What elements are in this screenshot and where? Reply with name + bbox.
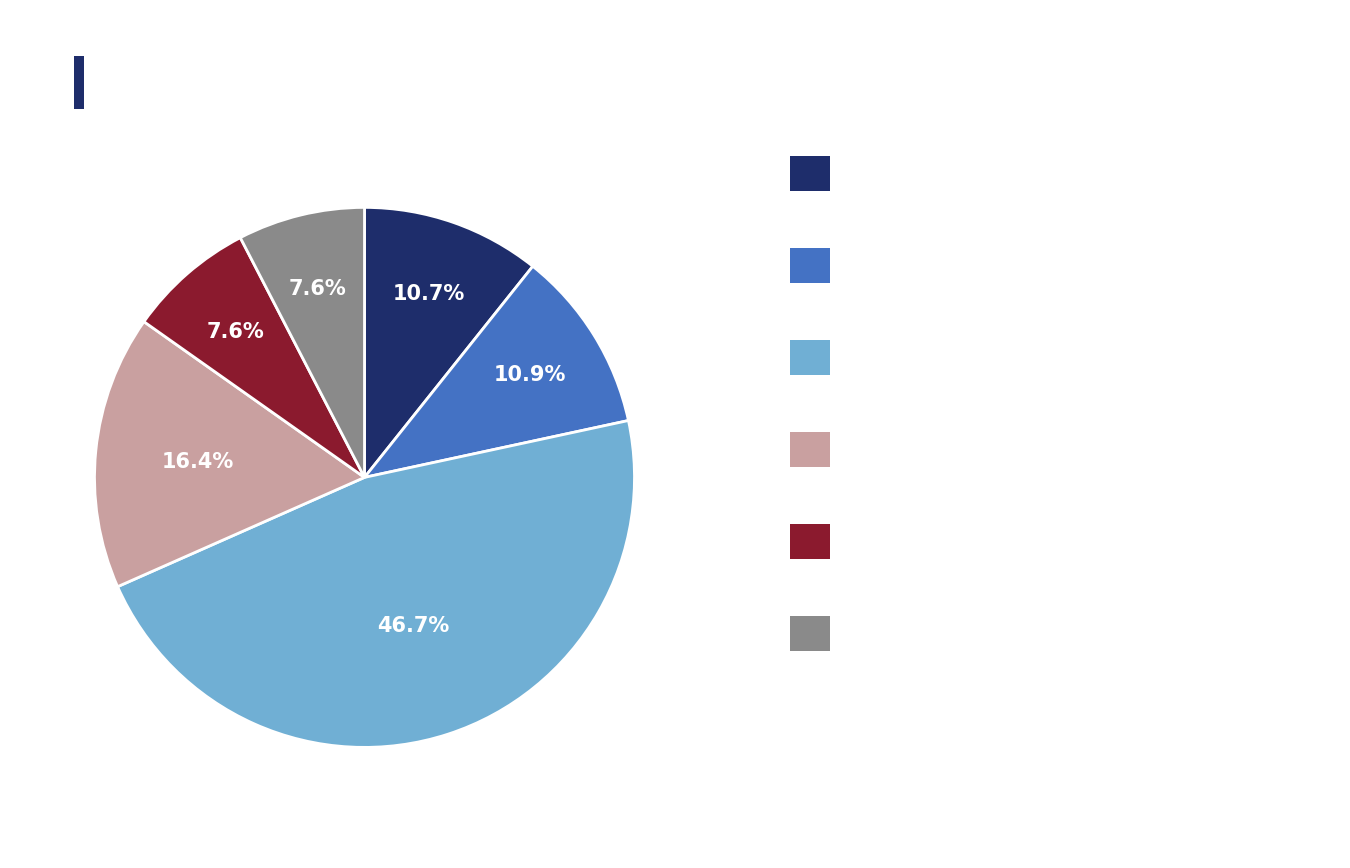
Text: 46.7%: 46.7% <box>377 616 450 636</box>
Bar <box>790 340 830 375</box>
Text: 16.4%: 16.4% <box>162 451 234 471</box>
Text: 10.7%: 10.7% <box>393 284 464 304</box>
Text: 7.6%: 7.6% <box>289 279 346 299</box>
Text: 7.6%: 7.6% <box>207 321 265 342</box>
Wedge shape <box>364 266 629 477</box>
Wedge shape <box>364 207 533 477</box>
Wedge shape <box>240 207 364 477</box>
Wedge shape <box>117 420 634 747</box>
Wedge shape <box>95 322 364 587</box>
Bar <box>74 56 84 108</box>
Bar <box>790 156 830 191</box>
Wedge shape <box>144 238 364 477</box>
Bar <box>790 432 830 467</box>
Bar <box>790 248 830 283</box>
Text: 10.9%: 10.9% <box>493 365 566 385</box>
Bar <box>790 524 830 559</box>
Bar <box>790 616 830 651</box>
